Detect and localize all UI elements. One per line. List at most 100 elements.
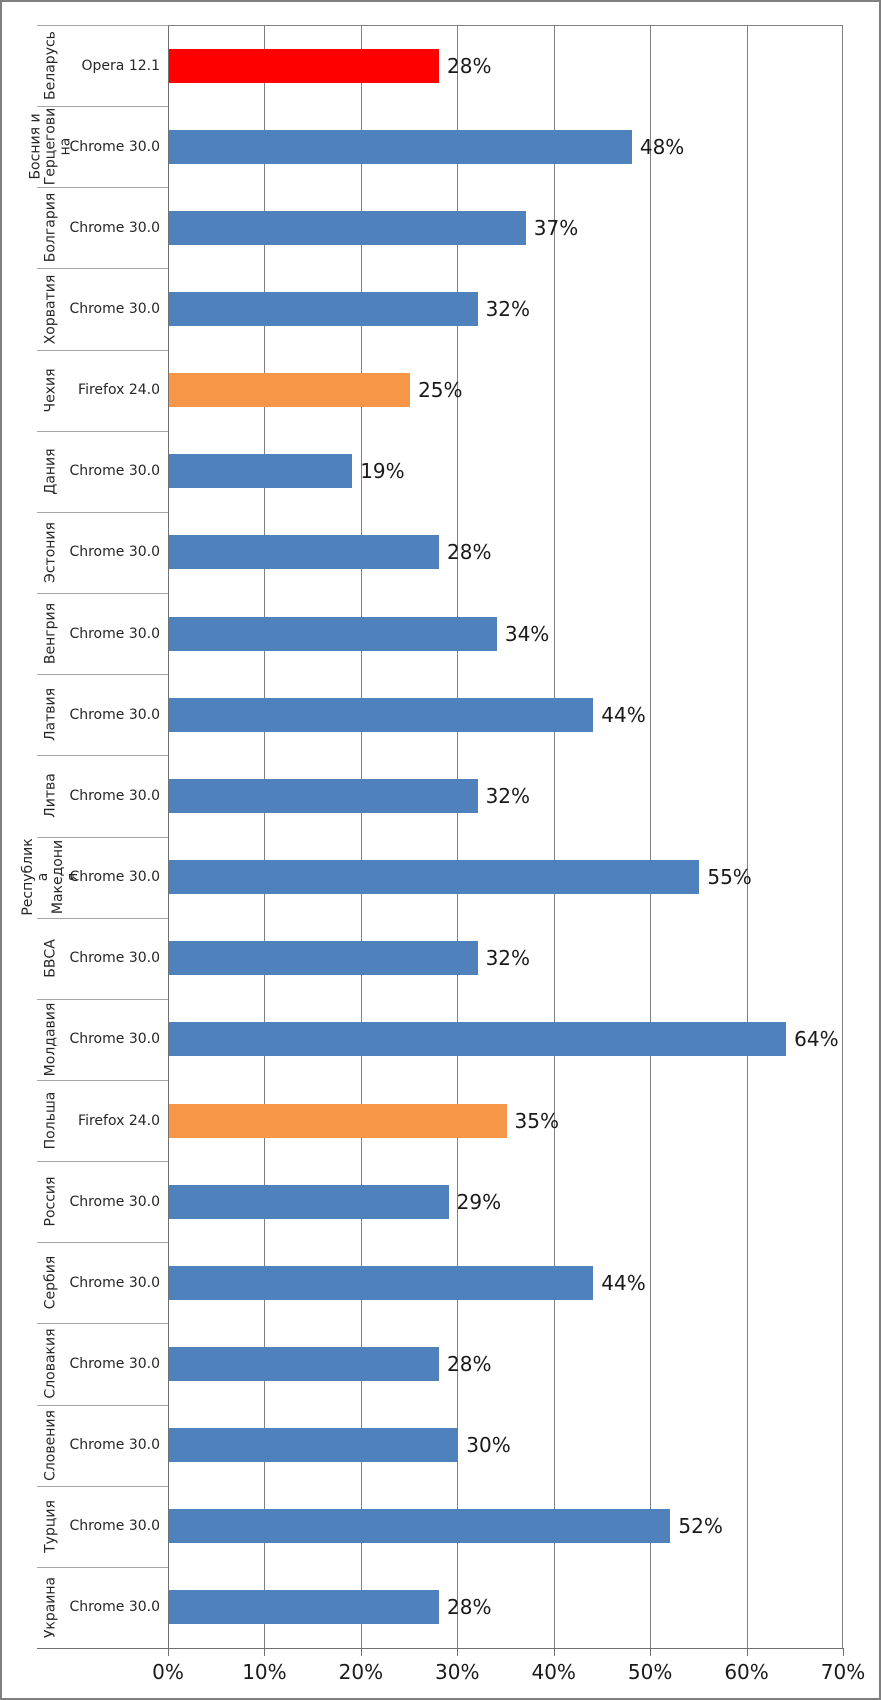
value-label: 32% [485,946,531,971]
browser-label: Chrome 30.0 [69,1274,160,1291]
x-axis-tick-label: 70% [820,1660,866,1684]
bar [169,1022,787,1057]
value-label: 44% [601,702,646,727]
browser-label: Chrome 30.0 [69,625,160,642]
browser-label: Opera 12.1 [81,57,160,74]
x-axis-tick [650,1648,652,1656]
row-separator [37,674,168,675]
bar [169,941,478,976]
country-label: Венгрия [42,603,59,665]
value-label: 64% [794,1027,839,1052]
row-separator [37,1161,168,1162]
bar [169,1590,439,1625]
browser-label: Chrome 30.0 [69,219,160,236]
browser-label: Chrome 30.0 [69,869,160,886]
browser-label: Chrome 30.0 [69,706,160,723]
value-label: 32% [485,297,531,321]
row-separator [37,1486,168,1487]
x-axis-tick-label: 30% [435,1660,480,1684]
country-label: Латвия [42,688,59,742]
value-label: 52% [678,1514,723,1539]
country-label: Словения [42,1409,59,1481]
row-separator [37,1080,168,1081]
x-axis-tick-label: 10% [242,1660,287,1684]
row-separator [37,187,168,188]
gridline [264,25,266,1648]
country-label: БВСА [42,938,59,978]
gridline [650,25,652,1648]
bar [169,373,411,408]
country-label: Польша [42,1091,59,1150]
bar [169,778,478,813]
bar [169,1103,507,1138]
x-axis-tick [457,1648,459,1656]
bar [169,535,439,570]
bar [169,48,439,83]
plot-area [168,25,843,1648]
country-label: Словакия [42,1328,59,1400]
country-label: Хорватия [42,274,59,344]
country-label: Литва [42,773,59,819]
bar [169,1265,594,1300]
bar [169,1346,439,1381]
bar [169,697,594,732]
country-label: Сербия [42,1256,59,1310]
browser-label: Chrome 30.0 [69,138,160,155]
value-label: 35% [514,1108,559,1133]
browser-label: Chrome 30.0 [69,1355,160,1372]
x-axis-tick [746,1648,748,1656]
gridline [553,25,555,1648]
browser-label: Chrome 30.0 [69,950,160,967]
x-axis-tick [360,1648,362,1656]
bar [169,1428,459,1463]
browser-label: Chrome 30.0 [69,544,160,561]
country-label: Россия [42,1176,59,1227]
country-label: Украина [42,1576,59,1639]
x-axis-tick-label: 50% [627,1660,673,1684]
x-axis-line [37,1648,844,1649]
row-separator [37,1405,168,1406]
bar [169,129,632,164]
value-label: 28% [447,1351,492,1376]
value-label: 44% [601,1270,646,1295]
value-label: 37% [533,215,579,240]
country-label: Болгария [42,193,59,263]
value-label: 28% [447,1595,492,1620]
row-separator [37,268,168,269]
browser-label: Firefox 24.0 [78,1112,160,1129]
row-separator [37,755,168,756]
value-label: 25% [418,378,463,403]
bar [169,1184,449,1219]
x-axis-tick [553,1648,555,1656]
bar [169,210,526,245]
row-separator [37,512,168,513]
browser-label: Chrome 30.0 [69,1518,160,1535]
x-axis-tick-label: 60% [724,1660,769,1684]
bar [169,1509,671,1544]
row-separator [37,593,168,594]
gridline [746,25,748,1648]
browser-label: Chrome 30.0 [69,1031,160,1048]
browser-label: Chrome 30.0 [69,1193,160,1210]
row-separator [37,1323,168,1324]
row-separator [37,431,168,432]
x-axis-tick [168,1648,169,1656]
row-separator [37,1567,168,1568]
value-label: 48% [639,134,685,159]
x-axis-tick-label: 20% [338,1660,384,1684]
country-label: Эстония [42,522,59,583]
value-label: 34% [504,621,550,646]
row-separator [37,918,168,919]
country-label: Дания [42,448,59,495]
browser-label: Chrome 30.0 [69,301,160,317]
row-separator [37,106,168,107]
bar [169,860,700,895]
country-label: Беларусь [42,31,59,100]
value-label: 19% [360,459,405,484]
browser-label: Chrome 30.0 [69,1599,160,1616]
bar [169,454,353,489]
gridline [360,25,362,1648]
browser-label: Chrome 30.0 [69,1437,160,1454]
x-axis-tick [264,1648,266,1656]
